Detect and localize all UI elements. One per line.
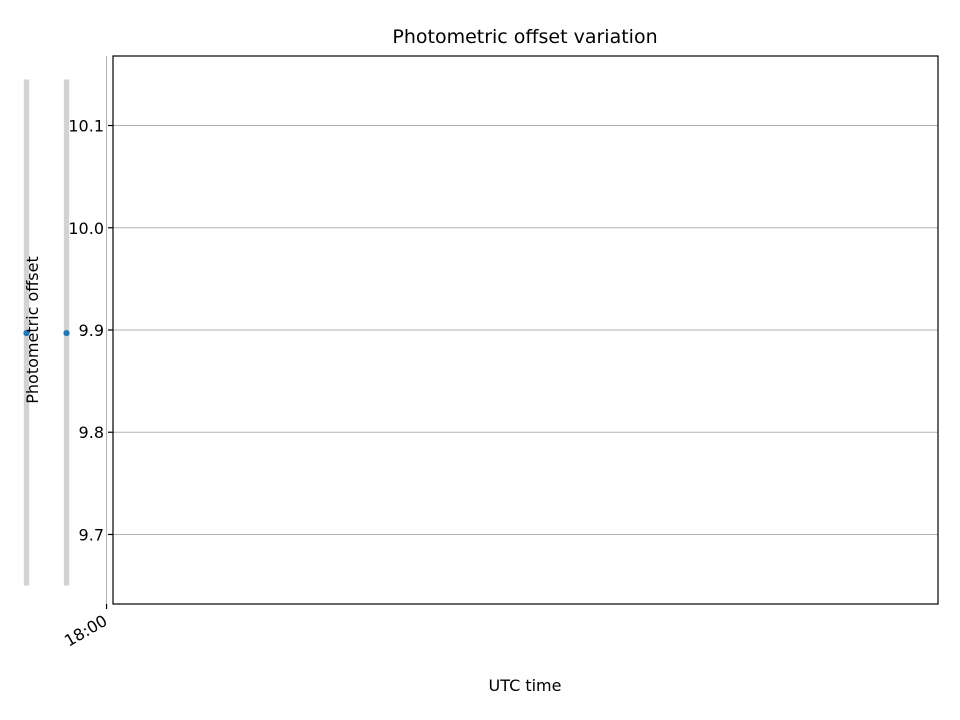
y-tick-label-4: 10.1 (68, 117, 104, 136)
y-axis-label: Photometric offset (23, 256, 42, 404)
x-axis-label: UTC time (489, 676, 562, 695)
y-tick-label-0: 9.7 (79, 526, 104, 545)
grid-lines (106, 56, 938, 604)
y-axis-ticks: 9.7 9.8 9.9 10.0 10.1 (68, 117, 113, 545)
data-point-0 (63, 329, 70, 337)
y-tick-label-2: 9.9 (79, 321, 104, 340)
y-tick-label-1: 9.8 (79, 423, 104, 442)
data-point-1 (23, 329, 30, 337)
y-tick-label-3: 10.0 (68, 219, 104, 238)
chart-title: Photometric offset variation (392, 26, 657, 48)
data-points (23, 329, 70, 337)
